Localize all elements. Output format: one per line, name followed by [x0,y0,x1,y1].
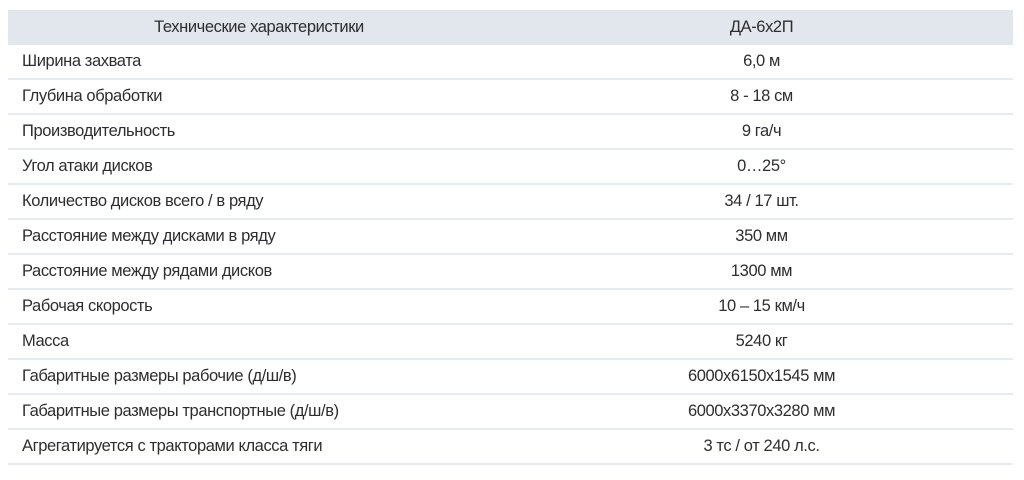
table-row: Производительность 9 га/ч [8,114,1013,150]
spec-value: 350 мм [510,219,1013,255]
table-row: Ширина захвата 6,0 м [8,45,1013,80]
spec-label: Агрегатируется с тракторами класса тяги [8,429,510,465]
header-characteristics: Технические характеристики [8,10,510,45]
table-row: Масса 5240 кг [8,324,1013,360]
spec-label: Ширина захвата [8,45,510,80]
specs-table: Технические характеристики ДА-6х2П Ширин… [8,10,1013,465]
table-row: Агрегатируется с тракторами класса тяги 3… [8,429,1013,465]
spec-value: 6,0 м [510,45,1013,80]
spec-label: Количество дисков всего / в ряду [8,184,510,220]
spec-label: Рабочая скорость [8,289,510,325]
table-row: Расстояние между рядами дисков 1300 мм [8,254,1013,290]
spec-label: Масса [8,324,510,360]
spec-value: 1300 мм [510,254,1013,290]
spec-label: Габаритные размеры транспортные (д/ш/в) [8,394,510,430]
spec-label: Производительность [8,114,510,150]
spec-value: 9 га/ч [510,114,1013,150]
table-row: Габаритные размеры транспортные (д/ш/в) 6… [8,394,1013,430]
spec-value: 0…25° [510,149,1013,185]
table-header-row: Технические характеристики ДА-6х2П [8,10,1013,45]
spec-label: Угол атаки дисков [8,149,510,185]
header-model: ДА-6х2П [510,10,1013,45]
table-row: Количество дисков всего / в ряду 34 / 17 … [8,184,1013,220]
table-row: Расстояние между дисками в ряду 350 мм [8,219,1013,255]
table-row: Угол атаки дисков 0…25° [8,149,1013,185]
spec-value: 5240 кг [510,324,1013,360]
table-row: Габаритные размеры рабочие (д/ш/в) 6000х6… [8,359,1013,395]
spec-label: Глубина обработки [8,79,510,115]
spec-value: 6000х3370х3280 мм [510,394,1013,430]
spec-value: 34 / 17 шт. [510,184,1013,220]
table-row: Рабочая скорость 10 – 15 км/ч [8,289,1013,325]
spec-label: Расстояние между дисками в ряду [8,219,510,255]
spec-value: 6000х6150х1545 мм [510,359,1013,395]
spec-label: Габаритные размеры рабочие (д/ш/в) [8,359,510,395]
spec-value: 3 тс / от 240 л.с. [510,429,1013,465]
table-row: Глубина обработки 8 - 18 см [8,79,1013,115]
spec-value: 8 - 18 см [510,79,1013,115]
spec-label: Расстояние между рядами дисков [8,254,510,290]
spec-value: 10 – 15 км/ч [510,289,1013,325]
